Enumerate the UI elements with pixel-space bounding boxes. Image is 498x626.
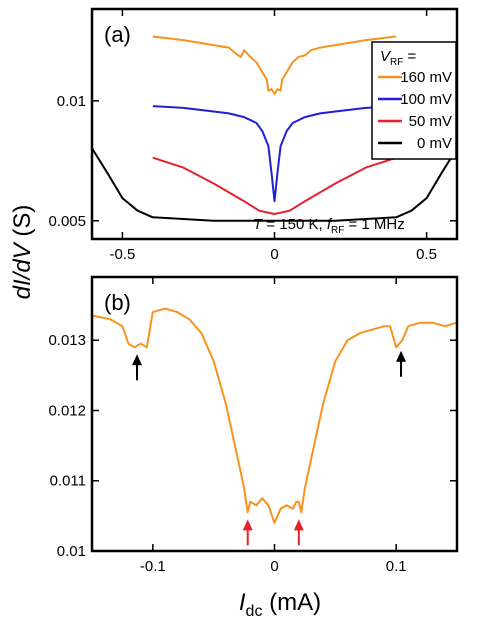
panel-b-x-tick-label: -0.1	[140, 558, 166, 575]
panel-a-x-tick-label: -0.5	[109, 246, 135, 263]
y-axis-label: dI/dV (S)	[9, 205, 36, 300]
panel-a-label: (a)	[104, 22, 131, 47]
panel-b-series-group	[91, 307, 458, 524]
legend-entry-label: 0 mV	[417, 135, 452, 152]
legend-entry-label: 50 mV	[409, 113, 452, 130]
panel-a-y-tick-label: 0.005	[48, 213, 86, 230]
panel-b-y-tick-label: 0.011	[50, 473, 86, 490]
legend-entries: 160 mV 100 mV 50 mV 0 mV	[378, 69, 452, 152]
panel-b-series-0	[91, 307, 458, 524]
panel-a-series-group	[91, 35, 458, 222]
panel-b-frame	[90, 275, 459, 553]
panel-b-x-tick-label: 0	[270, 558, 278, 575]
panel-b-arrows	[132, 350, 407, 546]
panel-a-series-50-mv	[152, 156, 397, 215]
panel-b-y-tick-label: 0.012	[48, 402, 86, 419]
panel-a-series-0-mv	[91, 147, 458, 222]
panel-a-ticks: -0.5 0 0.5 0.005 0.01	[48, 9, 457, 263]
measurement-conditions: T = 150 K, fRF = 1 MHz	[253, 216, 405, 236]
panel-a-y-tick-label: 0.01	[57, 93, 86, 110]
annotation-arrow-head	[242, 519, 253, 531]
panel-b-y-tick-label: 0.01	[57, 543, 86, 560]
legend-box	[371, 41, 457, 160]
annotation-arrow-head	[132, 354, 143, 366]
panel-a-series-100-mv	[152, 105, 397, 203]
panel-a-x-tick-label: 0.5	[416, 246, 437, 263]
annotation-arrow-head	[396, 350, 407, 362]
panel-b: -0.1 0 0.1 0.01 0.011 0.012 0.013 (b)	[48, 275, 459, 575]
annotation-arrow-head	[293, 519, 304, 531]
legend: VRF = 160 mV 100 mV 50 mV 0 mV	[371, 41, 457, 160]
panel-b-y-tick-label: 0.013	[48, 332, 86, 349]
panel-a-series-160-mv	[152, 35, 397, 95]
panel-b-x-tick-label: 0.1	[386, 558, 407, 575]
panel-b-ticks: -0.1 0 0.1 0.01 0.011 0.012 0.013	[48, 277, 457, 575]
legend-title: VRF =	[380, 48, 417, 68]
panel-b-label: (b)	[104, 290, 131, 315]
x-axis-label: Idc (mA)	[239, 589, 321, 620]
panel-a-x-tick-label: 0	[270, 246, 278, 263]
legend-entry-label: 100 mV	[400, 91, 452, 108]
panel-a: -0.5 0 0.5 0.005 0.01 (a) VRF = 160 mV 100 mV…	[48, 7, 459, 263]
legend-entry-label: 160 mV	[400, 69, 452, 86]
